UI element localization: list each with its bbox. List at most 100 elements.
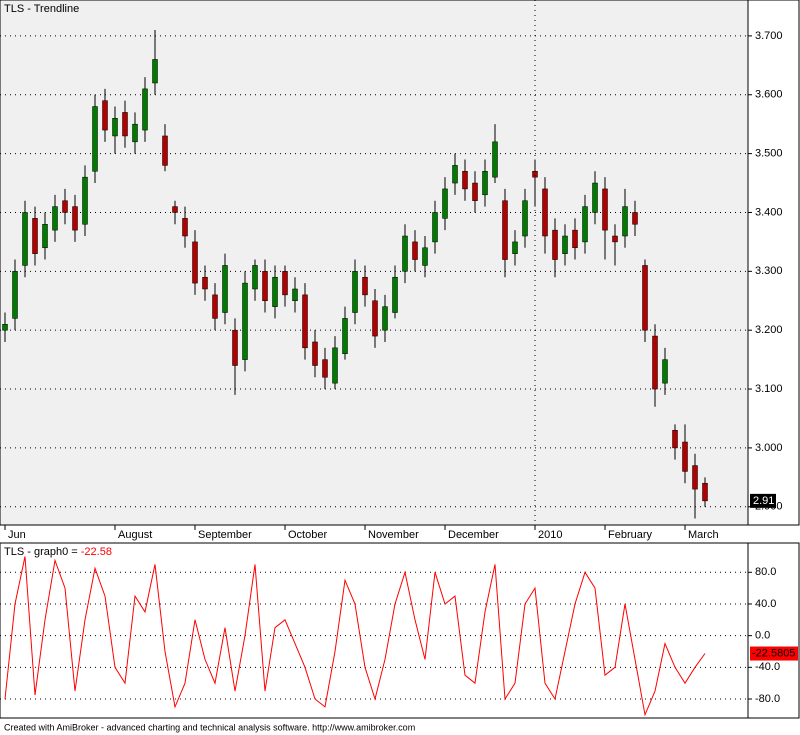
candle-body [272,276,278,307]
pane-title-value: -22.58 [81,546,112,558]
y-tick-label: 3.700 [755,30,783,42]
candle-body [612,235,618,243]
candle-body [222,265,228,313]
osc-line [4,556,706,717]
candle-body [142,88,148,131]
candle-body [52,206,58,231]
x-tick-label: March [688,529,719,541]
y-tick-label: 3.300 [755,265,783,277]
candle-body [552,229,558,260]
x-tick-label: February [608,529,653,541]
candle-body [312,341,318,366]
candle-body [502,200,508,260]
y-tick-label: 3.000 [755,442,783,454]
candle-body [292,288,298,302]
candle-body [542,188,548,237]
candle-body [332,347,338,384]
candle-body [102,100,108,131]
candle-body [302,294,308,349]
candle-body [432,212,438,243]
last-price-label: 2.91 [753,495,774,507]
y-tick-label: 3.500 [755,148,783,160]
y-tick-label: 3.100 [755,383,783,395]
candle-body [472,182,478,201]
last-value-label: -22.5805 [752,647,795,659]
candle-body [242,282,248,360]
candle-body [42,223,48,249]
candle-body [522,200,528,237]
x-tick-label: August [118,529,152,541]
x-tick-label: September [198,529,252,541]
candle-body [112,118,118,137]
candle-body [212,294,218,319]
candle-body [682,441,688,472]
candle-body [152,59,158,84]
candle-body [632,212,638,225]
candle-body [692,465,698,490]
candle-body [372,300,378,337]
x-tick-label: 2010 [538,529,562,541]
candle-body [562,235,568,254]
candle-body [512,241,518,254]
candle-body [62,200,68,213]
y-tick-label: 3.400 [755,206,783,218]
candle-body [232,329,238,366]
candle-body [442,188,448,219]
candle-body [392,276,398,313]
x-tick-label: October [288,529,327,541]
candle-body [662,359,668,384]
candle-body [12,271,18,319]
candle-body [482,171,488,196]
candle-body [702,482,708,502]
candle-body [572,229,578,249]
x-tick-label: December [448,529,499,541]
candle-body [162,135,168,166]
candle-body [72,206,78,231]
footer: Created with AmiBroker - advanced charti… [4,722,415,732]
candle-body [402,235,408,272]
x-tick-label: November [368,529,419,541]
candle-body [362,276,368,296]
y-tick-label: 80.0 [755,566,776,578]
pane-title: TLS - Trendline [4,3,79,15]
candle-body [592,182,598,213]
candle-body [582,206,588,243]
candle-body [82,176,88,225]
candle-body [462,171,468,190]
candle-body [342,318,348,354]
last-value-box [750,646,798,661]
candle-body [132,123,138,143]
candle-body [602,188,608,231]
y-tick-label: -80.0 [755,693,780,705]
candle-body [532,171,538,178]
last-price-box [750,493,776,508]
axis-bg [747,542,800,719]
candle-body [192,241,198,284]
y-tick-label: 40.0 [755,598,776,610]
candle-body [252,265,258,290]
candle-body [262,271,268,302]
candle-body [352,271,358,313]
pane-bg [0,542,749,719]
axis-bg [747,0,800,526]
candle-body [202,276,208,290]
y-tick-label: 3.600 [755,89,783,101]
pane-title-text: TLS - graph0 = [4,546,81,558]
candle-body [92,106,98,172]
candle-body [452,165,458,184]
candle-body [622,206,628,237]
y-tick-label: 0.0 [755,630,770,642]
candle-body [382,306,388,331]
pane-bg [0,0,749,526]
candle-body [122,112,128,137]
candle-body [282,271,288,296]
candle-body [2,324,8,331]
x-tick-label: Jun [8,529,26,541]
candle-body [182,218,188,237]
y-tick-label: -40.0 [755,661,780,673]
candle-body [652,335,658,390]
candle-body [422,247,428,266]
candle-body [172,206,178,213]
candle-body [492,141,498,178]
